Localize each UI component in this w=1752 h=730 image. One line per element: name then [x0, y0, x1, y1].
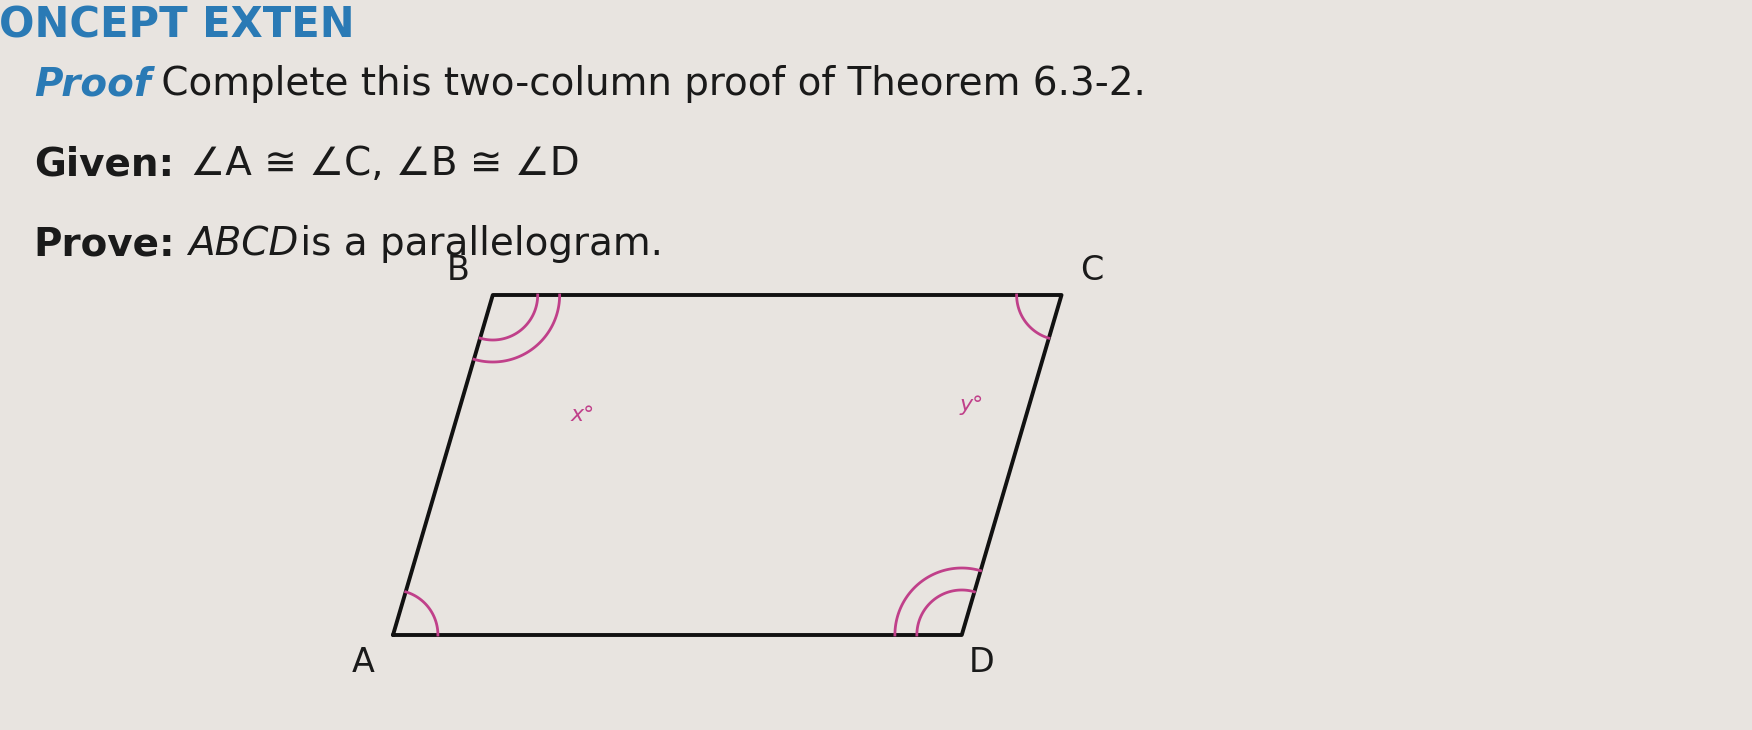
- Text: D: D: [969, 647, 995, 680]
- Text: x°: x°: [571, 405, 594, 425]
- Text: Proof: Proof: [33, 65, 151, 103]
- Text: ∠A ≅ ∠C, ∠B ≅ ∠D: ∠A ≅ ∠C, ∠B ≅ ∠D: [179, 145, 580, 183]
- Text: C: C: [1079, 253, 1104, 286]
- Text: Prove:: Prove:: [33, 225, 175, 263]
- Text: ABCD: ABCD: [189, 225, 298, 263]
- Text: Given:: Given:: [33, 145, 173, 183]
- Text: A: A: [352, 647, 375, 680]
- Text: y°: y°: [960, 395, 985, 415]
- Text: Complete this two-column proof of Theorem 6.3-2.: Complete this two-column proof of Theore…: [149, 65, 1146, 103]
- Text: B: B: [447, 253, 470, 286]
- Text: is a parallelogram.: is a parallelogram.: [289, 225, 664, 263]
- Text: ONCEPT EXTEN: ONCEPT EXTEN: [0, 5, 354, 47]
